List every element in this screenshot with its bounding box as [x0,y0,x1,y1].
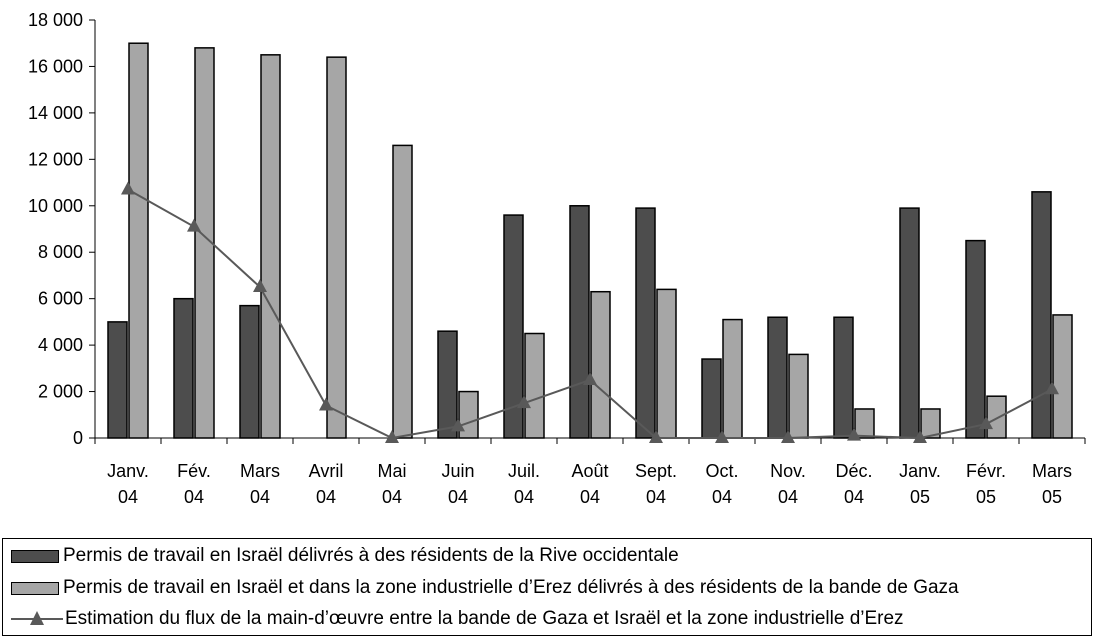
bar-west-bank [635,207,656,439]
x-tick-label-year: 04 [844,487,864,507]
bar-west-bank [503,214,524,439]
line-point-flow [187,218,201,232]
x-tick-label-year: 04 [118,487,138,507]
x-tick-label: Juin [441,461,474,481]
line-point-flow [1045,381,1059,395]
legend-label-gaza: Permis de travail en Israël et dans la z… [63,577,959,598]
x-tick-label-year: 04 [316,487,336,507]
y-tick-label: 10 000 [28,196,83,216]
bar-west-bank [701,358,722,439]
line-point-flow [451,418,465,432]
x-tick-label: Févr. [966,461,1006,481]
x-tick-label-year: 04 [514,487,534,507]
bar-west-bank [107,321,128,439]
x-tick-label: Juil. [508,461,540,481]
x-tick-label: Fév. [177,461,211,481]
x-tick-label: Nov. [770,461,806,481]
legend: Permis de travail en Israël délivrés à d… [2,538,1092,636]
bar-gaza [524,332,545,439]
x-tick-label-year: 04 [646,487,666,507]
x-tick-label-year: 04 [382,487,402,507]
x-tick-label: Mars [240,461,280,481]
chart: 0 2 000 4 000 6 000 8 000 10 000 12 000 14 000 1… [28,10,1086,507]
line-point-flow [781,430,795,443]
bar-gaza [194,47,215,439]
x-tick-label-year: 04 [778,487,798,507]
x-tick-label: Janv. [899,461,941,481]
line-point-flow [385,430,399,443]
bar-gaza [788,353,809,439]
y-tick-label: 2 000 [38,382,83,402]
legend-item-flow: Estimation du flux de la main-d’œuvre en… [11,605,904,633]
legend-line-marker-icon [11,611,63,625]
line-point-flow [847,427,861,441]
bar-gaza [1052,314,1073,439]
bar-gaza [392,144,413,439]
line-point-flow [121,181,135,195]
x-tick-label-year: 04 [184,487,204,507]
bar-west-bank [1031,191,1052,439]
bar-west-bank [239,304,260,439]
bar-west-bank [437,330,458,439]
y-tick-label: 6 000 [38,289,83,309]
line-point-flow [583,371,597,385]
bars [107,42,1073,439]
bar-west-bank [767,316,788,439]
line-point-flow [517,395,531,409]
x-tick-label: Mars [1032,461,1072,481]
bar-gaza [260,54,281,439]
legend-swatch-west-bank [11,549,59,563]
line-series [121,181,1059,443]
bar-gaza [722,318,743,439]
bar-gaza [986,395,1007,439]
bar-gaza [128,42,149,439]
x-tick-label-year: 05 [910,487,930,507]
line-point-flow [715,430,729,443]
x-tick-label-year: 05 [976,487,996,507]
bar-gaza [590,290,611,439]
bar-west-bank [173,297,194,439]
bar-west-bank [833,316,854,439]
bar-west-bank [899,207,920,439]
y-tick-label: 18 000 [28,10,83,30]
bar-gaza [326,56,347,439]
y-tick-label: 4 000 [38,335,83,355]
legend-swatch-gaza [11,581,59,595]
x-tick-label: Avril [309,461,344,481]
legend-item-gaza: Permis de travail en Israël et dans la z… [11,574,959,602]
y-tick-label: 0 [73,428,83,448]
line-point-flow [913,430,927,443]
bar-gaza [920,408,941,439]
x-tick-label-year: 05 [1042,487,1062,507]
line-point-flow [979,416,993,430]
x-tick-label-year: 04 [580,487,600,507]
x-tick-label: Janv. [107,461,149,481]
x-tick-label: Déc. [835,461,872,481]
y-tick-label: 14 000 [28,103,83,123]
x-tick-label: Oct. [705,461,738,481]
x-tick-label-year: 04 [448,487,468,507]
bar-gaza [854,408,875,439]
y-tick-label: 8 000 [38,242,83,262]
x-tick-label: Sept. [635,461,677,481]
line-point-flow [253,279,267,293]
x-tick-label: Août [571,461,608,481]
line-point-flow [319,397,333,411]
y-tick-label: 16 000 [28,56,83,76]
legend-label-west-bank: Permis de travail en Israël délivrés à d… [63,545,679,566]
tick-labels: 0 2 000 4 000 6 000 8 000 10 000 12 000 14 000 1… [28,10,1072,507]
bar-west-bank [965,239,986,439]
x-tick-label-year: 04 [712,487,732,507]
legend-item-west-bank: Permis de travail en Israël délivrés à d… [11,542,679,570]
legend-label-flow: Estimation du flux de la main-d’œuvre en… [65,608,904,629]
y-tick-label: 12 000 [28,149,83,169]
bar-gaza [656,288,677,439]
bar-west-bank [569,205,590,439]
x-tick-label-year: 04 [250,487,270,507]
line-point-flow [649,430,663,443]
bar-gaza [458,390,479,439]
x-tick-label: Mai [377,461,406,481]
